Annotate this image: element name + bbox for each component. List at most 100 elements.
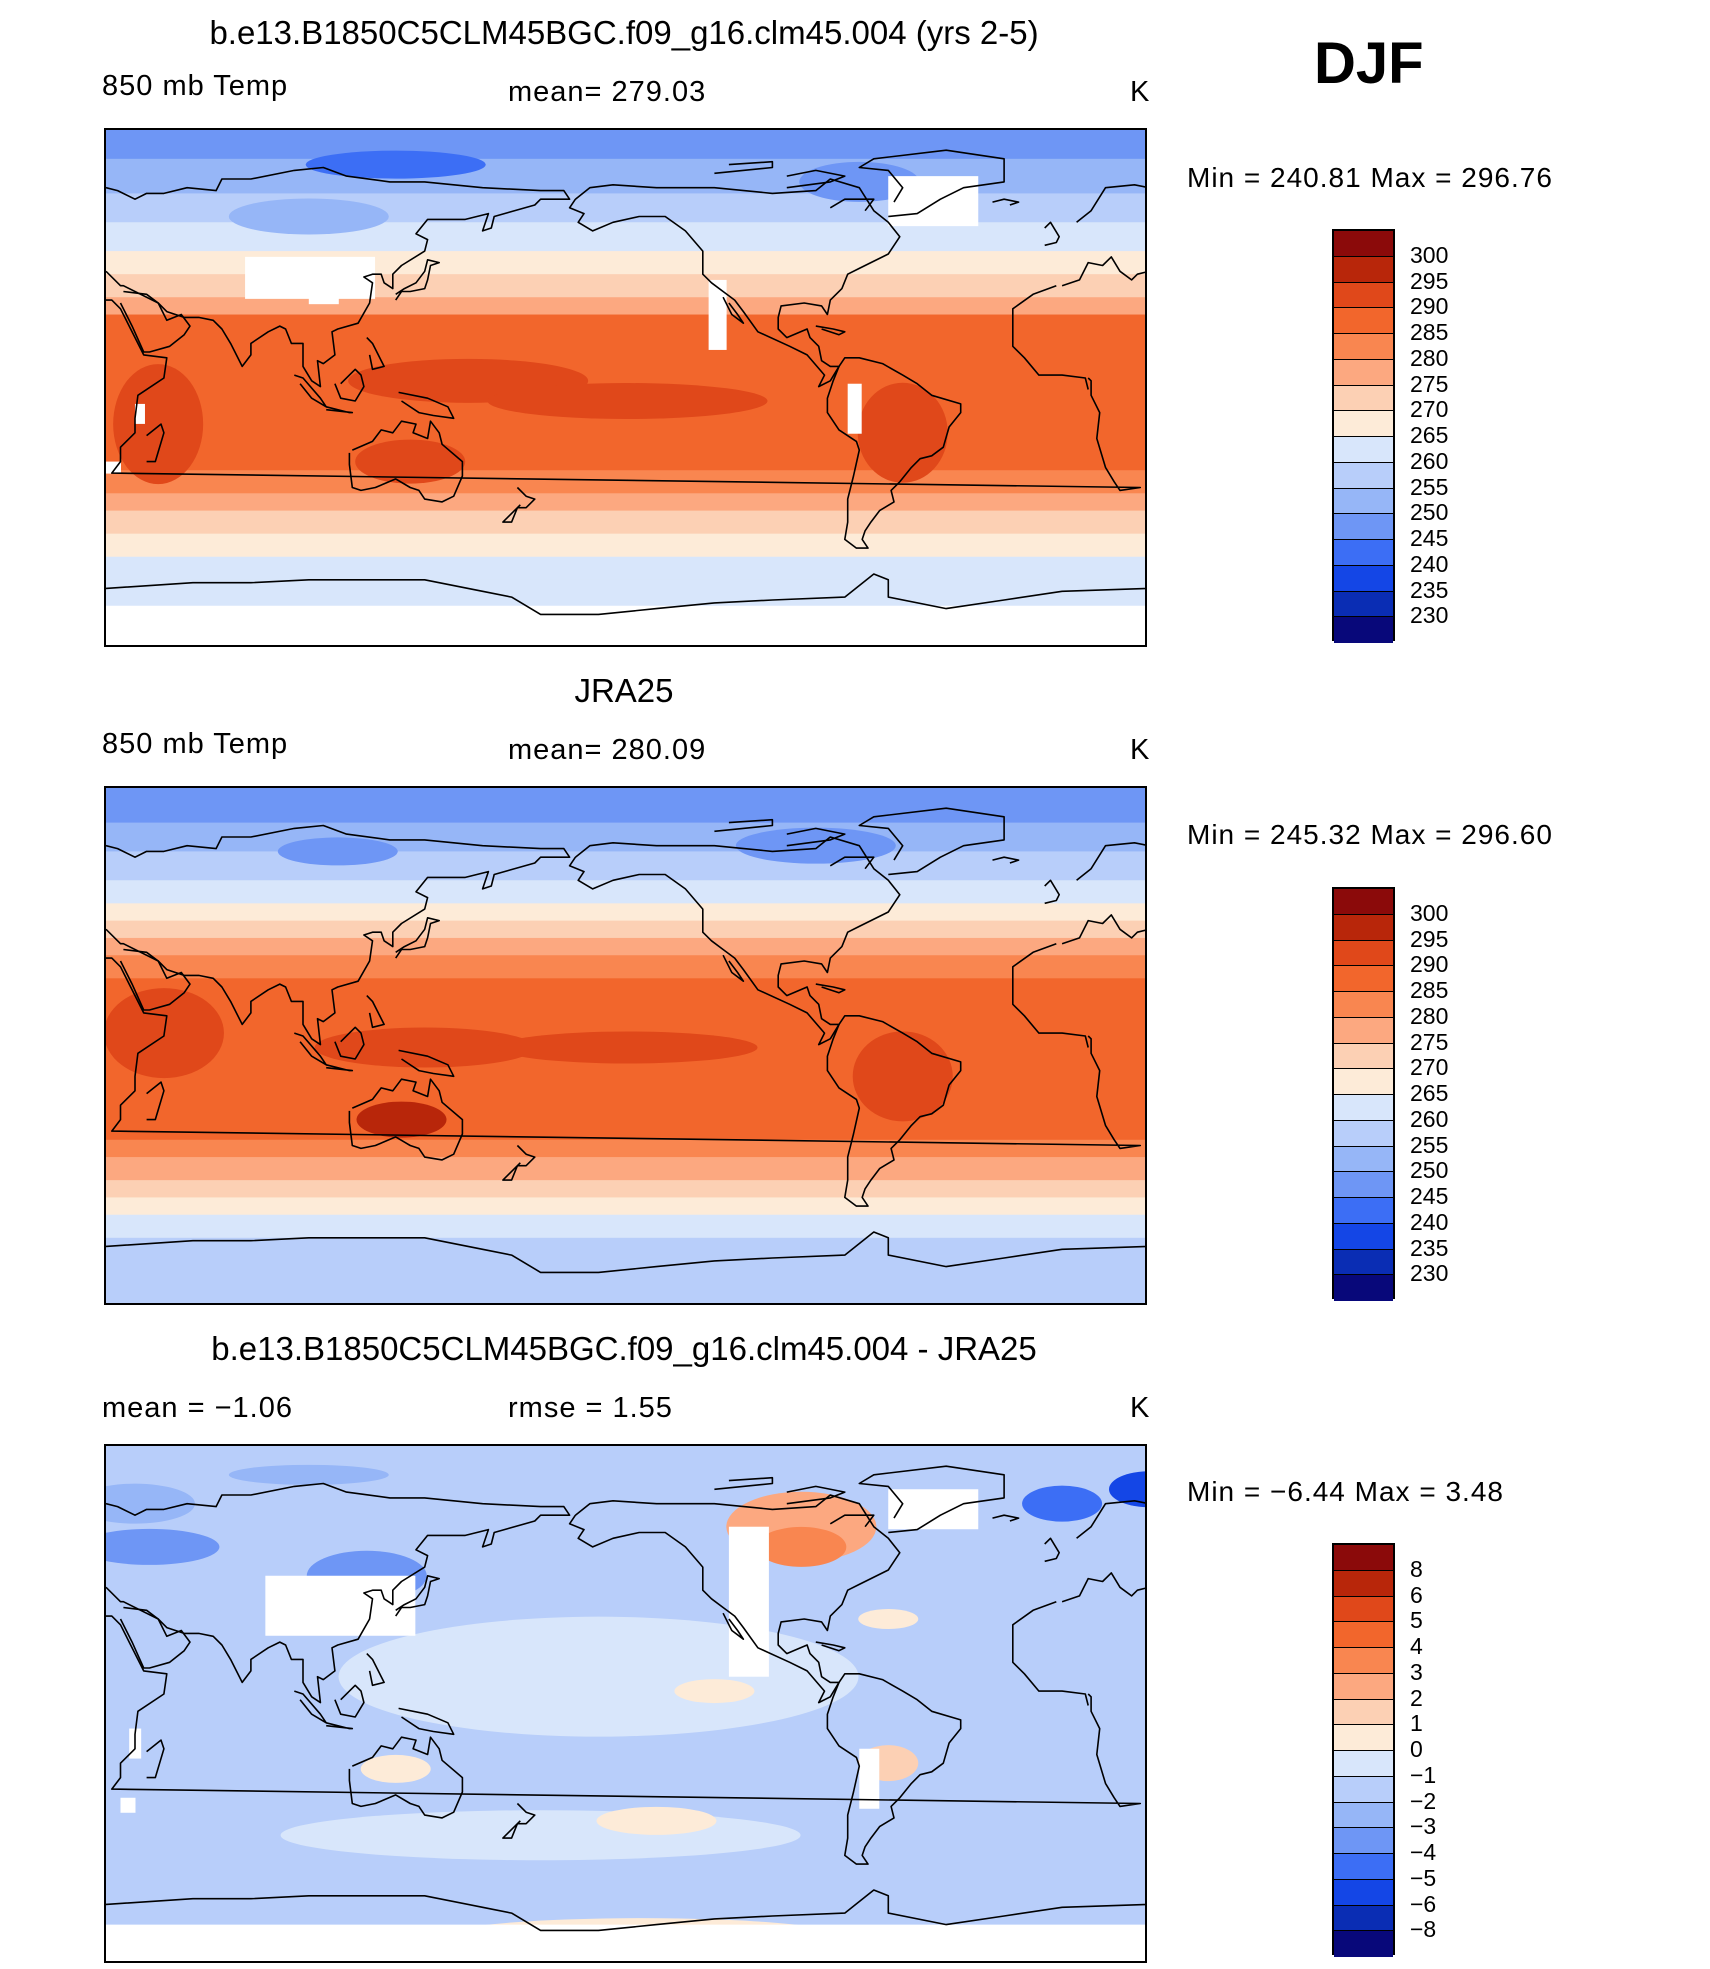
panel1-mean: mean= 279.03 (508, 76, 707, 108)
panel1-title: b.e13.B1850C5CLM45BGC.f09_g16.clm45.004 … (209, 14, 1039, 51)
colorbar-tick-label: 245 (1410, 525, 1449, 551)
colorbar-segment (1334, 1622, 1393, 1648)
colorbar-tick-label: −8 (1410, 1916, 1437, 1943)
colorbar-segment (1334, 308, 1393, 334)
colorbar-segment (1334, 1223, 1393, 1250)
panel2-units: K (1130, 734, 1151, 766)
colorbar-tick-label: 2 (1410, 1684, 1423, 1711)
colorbar-tick-label: 295 (1410, 925, 1449, 952)
colorbar-tick-label: −1 (1410, 1761, 1437, 1788)
colorbar-segment (1334, 462, 1393, 489)
panel2-contour-field (106, 788, 1145, 1303)
colorbar-tick-label: 4 (1410, 1633, 1423, 1659)
colorbar-tick-label: 235 (1410, 576, 1449, 603)
colorbar-segment (1334, 1017, 1393, 1044)
colorbar-tick-label: −2 (1410, 1787, 1437, 1814)
colorbar-segment (1334, 1931, 1393, 1957)
colorbar-tick-label: 275 (1410, 370, 1449, 397)
colorbar-tick-label: −6 (1410, 1890, 1437, 1917)
colorbar-segment (1334, 1879, 1393, 1906)
colorbar-segment (1334, 1751, 1393, 1777)
colorbar-tick-label: 3 (1410, 1658, 1423, 1685)
panel2-map (104, 786, 1147, 1305)
colorbar-segment (1334, 411, 1393, 437)
colorbar-tick-label: 230 (1410, 1260, 1449, 1287)
colorbar-tick-label: 255 (1410, 1131, 1449, 1158)
colorbar-segment (1334, 1249, 1393, 1276)
panel3-units: K (1130, 1392, 1151, 1424)
colorbar-tick-label: 285 (1410, 319, 1449, 345)
colorbar-segment (1334, 565, 1393, 592)
colorbar-tick-label: 260 (1410, 447, 1449, 474)
colorbar-tick-label: 270 (1410, 396, 1449, 423)
colorbar-tick-label: 0 (1410, 1736, 1423, 1762)
colorbar-tick-label: 280 (1410, 344, 1449, 371)
colorbar-segment (1334, 282, 1393, 309)
colorbar-segment (1334, 1828, 1393, 1854)
colorbar-segment (1334, 385, 1393, 412)
panel2-variable: 850 mb Temp (102, 728, 289, 760)
colorbar-segment (1334, 256, 1393, 283)
panel3-title: b.e13.B1850C5CLM45BGC.f09_g16.clm45.004 … (211, 1330, 1037, 1367)
colorbar-segment (1334, 617, 1393, 643)
colorbar-segment (1334, 1725, 1393, 1751)
colorbar-segment (1334, 889, 1393, 915)
colorbar-segment (1334, 1095, 1393, 1121)
panel1-minmax: Min = 240.81 Max = 296.76 (1187, 162, 1553, 193)
colorbar-tick-label: 270 (1410, 1054, 1449, 1081)
panel2-mean: mean= 280.09 (508, 734, 707, 766)
colorbar-tick-label: 250 (1410, 1157, 1449, 1184)
colorbar-tick-label: 265 (1410, 1080, 1449, 1106)
colorbar-tick-label: 240 (1410, 550, 1449, 577)
colorbar-segment (1334, 1596, 1393, 1623)
colorbar-tick-label: 1 (1410, 1710, 1423, 1737)
colorbar-tick-label: 8 (1410, 1555, 1423, 1582)
colorbar-tick-label: 240 (1410, 1208, 1449, 1235)
colorbar-tick-label: 265 (1410, 422, 1449, 448)
colorbar-tick-label: 6 (1410, 1581, 1423, 1608)
colorbar-segment (1334, 1275, 1393, 1301)
colorbar-tick-label: 300 (1410, 241, 1449, 268)
colorbar-tick-label: 285 (1410, 977, 1449, 1003)
colorbar-segment (1334, 591, 1393, 618)
colorbar-segment (1334, 1673, 1393, 1700)
panel2-colorbar (1332, 887, 1395, 1301)
colorbar-tick-label: 290 (1410, 293, 1449, 320)
colorbar-segment (1334, 514, 1393, 540)
colorbar-segment (1334, 1120, 1393, 1147)
colorbar-segment (1334, 334, 1393, 360)
panel1-units: K (1130, 76, 1151, 108)
colorbar-tick-label: −5 (1410, 1864, 1437, 1891)
colorbar-segment (1334, 914, 1393, 941)
colorbar-segment (1334, 992, 1393, 1018)
colorbar-tick-label: 235 (1410, 1234, 1449, 1261)
colorbar-segment (1334, 1198, 1393, 1224)
colorbar-segment (1334, 1802, 1393, 1829)
colorbar-segment (1334, 1905, 1393, 1932)
panel3-rmse: rmse = 1.55 (508, 1392, 673, 1424)
panel3-colorbar (1332, 1543, 1395, 1957)
colorbar-segment (1334, 1043, 1393, 1070)
colorbar-segment (1334, 1172, 1393, 1198)
colorbar-tick-label: 275 (1410, 1028, 1449, 1055)
colorbar-segment (1334, 1069, 1393, 1095)
colorbar-tick-label: 5 (1410, 1607, 1423, 1634)
colorbar-segment (1334, 1854, 1393, 1880)
colorbar-segment (1334, 437, 1393, 463)
colorbar-tick-label: 230 (1410, 602, 1449, 629)
panel3-map (104, 1444, 1147, 1963)
colorbar-segment (1334, 231, 1393, 257)
colorbar-segment (1334, 1570, 1393, 1597)
colorbar-tick-label: 245 (1410, 1183, 1449, 1209)
colorbar-segment (1334, 359, 1393, 386)
colorbar-tick-label: −4 (1410, 1839, 1437, 1865)
panel1-variable: 850 mb Temp (102, 70, 289, 102)
colorbar-tick-label: −3 (1410, 1813, 1437, 1840)
colorbar-tick-label: 255 (1410, 473, 1449, 500)
colorbar-segment (1334, 966, 1393, 992)
season-label: DJF (1314, 31, 1424, 96)
colorbar-segment (1334, 1146, 1393, 1173)
colorbar-tick-label: 280 (1410, 1002, 1449, 1029)
colorbar-segment (1334, 540, 1393, 566)
colorbar-segment (1334, 1699, 1393, 1726)
